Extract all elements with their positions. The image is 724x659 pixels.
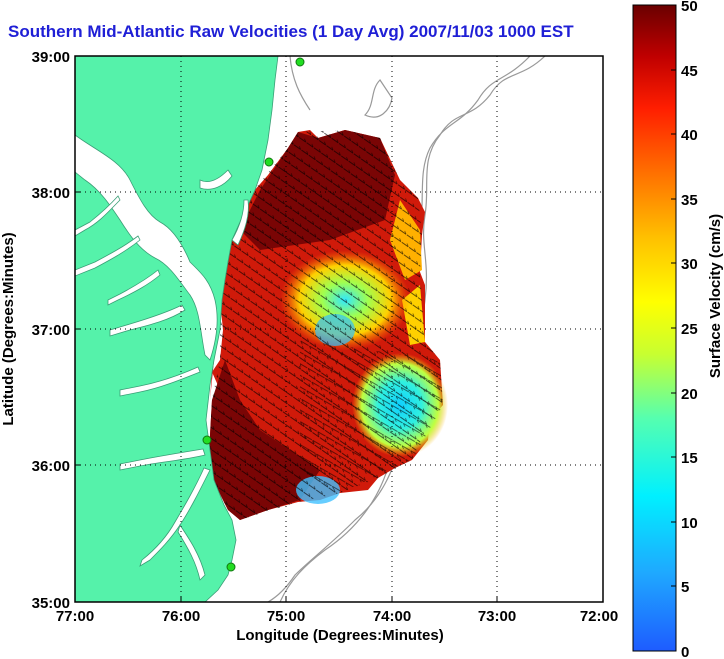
axis-tick-marks (75, 191, 498, 602)
colorbar-tick-label: 10 (681, 515, 698, 532)
hf-radar-stations (202, 57, 305, 572)
colorbar-label: Surface Velocity (cm/s) (707, 214, 724, 378)
colorbar-tick-label: 20 (681, 386, 698, 403)
y-axis-label: Latitude (Degrees:Minutes) (0, 232, 17, 425)
y-tick-label: 36:00 (32, 458, 70, 475)
x-tick-label: 76:00 (162, 608, 200, 625)
y-tick-label: 37:00 (32, 322, 70, 339)
y-tick-label: 38:00 (32, 185, 70, 202)
chesapeake-bay (75, 134, 249, 581)
y-tick-label: 35:00 (32, 595, 70, 612)
x-tick-label: 74:00 (373, 608, 411, 625)
colorbar-tick-label: 50 (681, 0, 698, 15)
radar-station-marker (226, 562, 236, 572)
colorbar-tick-label: 25 (681, 321, 698, 338)
x-tick-label: 75:00 (267, 608, 305, 625)
y-tick-labels: 39:00 38:00 37:00 36:00 35:00 (32, 49, 70, 612)
radar-station-marker (295, 57, 305, 67)
radar-station-marker (202, 435, 212, 445)
radar-station-marker (264, 157, 274, 167)
colorbar-tick-label: 35 (681, 192, 698, 209)
colorbar-tick-label: 15 (681, 450, 698, 467)
x-tick-label: 77:00 (56, 608, 94, 625)
colorbar: 50 45 40 35 30 25 20 15 10 5 0 Surface V… (632, 0, 724, 659)
colorbar-tick-label: 45 (681, 63, 698, 80)
y-tick-label: 39:00 (32, 49, 70, 66)
colorbar-tick-label: 5 (681, 579, 689, 596)
velocity-vectors (208, 130, 443, 520)
colorbar-scale (632, 4, 677, 652)
colorbar-tick-label: 30 (681, 256, 698, 273)
x-tick-label: 72:00 (580, 608, 618, 625)
x-tick-label: 73:00 (478, 608, 516, 625)
x-tick-labels: 77:00 76:00 75:00 74:00 73:00 72:00 (56, 608, 618, 625)
x-axis-label: Longitude (Degrees:Minutes) (236, 627, 444, 644)
colorbar-tick-label: 40 (681, 127, 698, 144)
map-title: Southern Mid-Atlantic Raw Velocities (1 … (8, 22, 574, 41)
colorbar-tick-label: 0 (681, 644, 689, 659)
map-grid (75, 56, 603, 602)
